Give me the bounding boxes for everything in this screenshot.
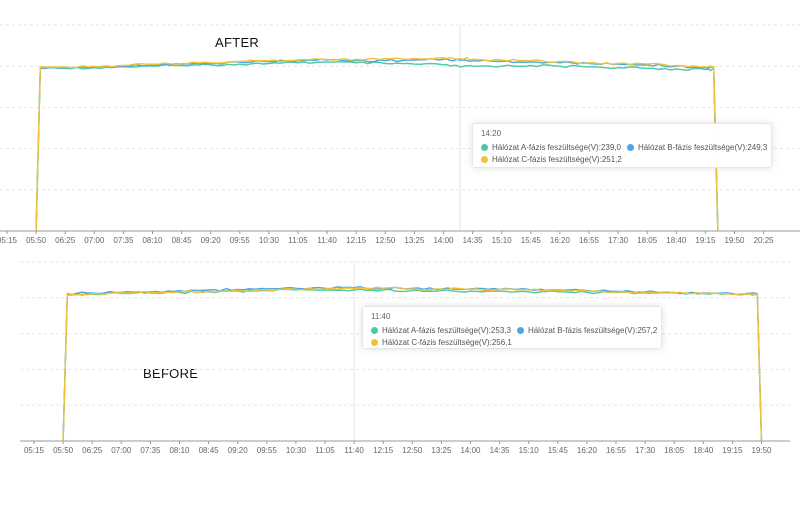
x-tick-label: 14:00 (460, 446, 481, 455)
x-tick-label: 11:40 (317, 236, 337, 245)
tooltip-label-c: Hálózat C-fázis feszültsége(V):251,2 (492, 155, 622, 164)
tooltip-item-a: Hálózat A-fázis feszültsége(V):239,0 (481, 142, 621, 154)
tooltip-item-a: Hálózat A-fázis feszültsége(V):253,3 (371, 325, 511, 337)
x-tick-label: 08:10 (142, 236, 163, 245)
x-tick-label: 10:30 (286, 446, 307, 455)
tooltip-time: 14:20 (481, 129, 502, 138)
series-b-dot-icon (516, 327, 524, 334)
x-tick-label: 19:50 (751, 446, 772, 455)
x-tick-label: 14:35 (463, 236, 484, 245)
tooltip-label-c: Hálózat C-fázis feszültsége(V):256,1 (382, 338, 512, 347)
x-tick-label: 06:25 (82, 446, 103, 455)
tooltip-time: 11:40 (371, 312, 391, 321)
x-tick-label: 05:50 (26, 236, 47, 245)
tooltip-row: Hálózat A-fázis feszültsége(V):253,3 Háló… (371, 325, 657, 337)
after-panel-label: AFTER (215, 35, 260, 50)
x-tick-label: 08:45 (199, 446, 220, 455)
x-tick-label: 18:05 (637, 236, 658, 245)
x-tick-label: 16:55 (579, 236, 600, 245)
series-line-a (35, 61, 719, 232)
x-tick-label: 16:20 (577, 446, 598, 455)
x-tick-label: 12:50 (375, 236, 396, 245)
x-tick-label: 13:25 (404, 236, 425, 245)
x-tick-label: 10:30 (259, 236, 280, 245)
x-tick-label: 19:50 (724, 236, 745, 245)
series-a-dot-icon (481, 144, 488, 151)
series-c-dot-icon (371, 339, 378, 346)
x-tick-label: 16:20 (550, 236, 571, 245)
x-tick-label: 12:50 (402, 446, 423, 455)
before-tooltip: 11:40 Hálózat A-fázis feszültsége(V):253… (362, 306, 662, 349)
series-b-dot-icon (626, 144, 634, 151)
tooltip-label-b: Hálózat B-fázis feszültsége(V):249,3 (637, 143, 768, 152)
tooltip-label-a: Hálózat A-fázis feszültsége(V):239,0 (492, 143, 621, 152)
x-tick-label: 05:50 (53, 446, 74, 455)
x-tick-label: 09:20 (201, 236, 222, 245)
x-tick-label: 19:15 (722, 446, 743, 455)
tooltip-item-c: Hálózat C-fázis feszültsége(V):251,2 (481, 154, 622, 166)
x-tick-label: 05:15 (0, 236, 18, 245)
x-tick-label: 11:40 (344, 446, 364, 455)
x-tick-label: 09:55 (257, 446, 278, 455)
x-tick-label: 08:10 (169, 446, 190, 455)
series-a-dot-icon (371, 327, 378, 334)
x-tick-label: 20:25 (754, 236, 775, 245)
tooltip-row: Hálózat C-fázis feszültsége(V):251,2 (481, 154, 763, 166)
tooltip-label-a: Hálózat A-fázis feszültsége(V):253,3 (382, 326, 511, 335)
x-tick-label: 15:10 (492, 236, 513, 245)
x-tick-label: 18:05 (664, 446, 685, 455)
x-tick-label: 12:15 (373, 446, 394, 455)
x-tick-label: 09:20 (228, 446, 249, 455)
x-tick-label: 19:15 (695, 236, 716, 245)
tooltip-row: Hálózat C-fázis feszültsége(V):256,1 (371, 337, 653, 349)
x-tick-label: 18:40 (666, 236, 687, 245)
x-tick-label: 09:55 (230, 236, 251, 245)
after-tooltip: 14:20 Hálózat A-fázis feszültsége(V):239… (472, 123, 772, 168)
x-tick-label: 13:25 (431, 446, 452, 455)
tooltip-item-c: Hálózat C-fázis feszültsége(V):256,1 (371, 337, 512, 349)
x-tick-label: 05:15 (24, 446, 45, 455)
x-tick-label: 07:35 (113, 236, 134, 245)
x-tick-label: 15:10 (519, 446, 540, 455)
x-tick-label: 15:45 (521, 236, 542, 245)
x-tick-label: 17:30 (635, 446, 656, 455)
x-tick-label: 06:25 (55, 236, 76, 245)
x-tick-label: 07:00 (111, 446, 132, 455)
series-line-c (35, 56, 719, 232)
x-tick-label: 11:05 (315, 446, 335, 455)
tooltip-item-b: Hálózat B-fázis feszültsége(V):257,2 (516, 325, 658, 337)
x-tick-label: 15:45 (548, 446, 569, 455)
x-tick-label: 17:30 (608, 236, 629, 245)
x-tick-label: 16:55 (606, 446, 627, 455)
series-c-dot-icon (481, 156, 488, 163)
before-chart[interactable]: 05:15 05:50 06:25 07:00 07:35 08:10 08:45 09:20… (20, 261, 790, 455)
x-tick-label: 18:40 (693, 446, 714, 455)
tooltip-row: Hálózat A-fázis feszültsége(V):239,0 Háló… (481, 142, 767, 154)
tooltip-label-b: Hálózat B-fázis feszültsége(V):257,2 (527, 326, 658, 335)
x-tick-label: 08:45 (172, 236, 193, 245)
tooltip-item-b: Hálózat B-fázis feszültsége(V):249,3 (626, 142, 768, 154)
x-tick-label: 14:00 (433, 236, 454, 245)
x-tick-label: 12:15 (346, 236, 367, 245)
x-tick-label: 14:35 (490, 446, 511, 455)
x-tick-label: 07:35 (140, 446, 161, 455)
after-chart[interactable]: 05:15 05:50 06:25 07:00 07:35 08:10 08:45 09:20… (0, 24, 800, 245)
x-tick-label: 07:00 (84, 236, 105, 245)
series-line-c (62, 286, 763, 442)
x-tick-label: 11:05 (288, 236, 308, 245)
